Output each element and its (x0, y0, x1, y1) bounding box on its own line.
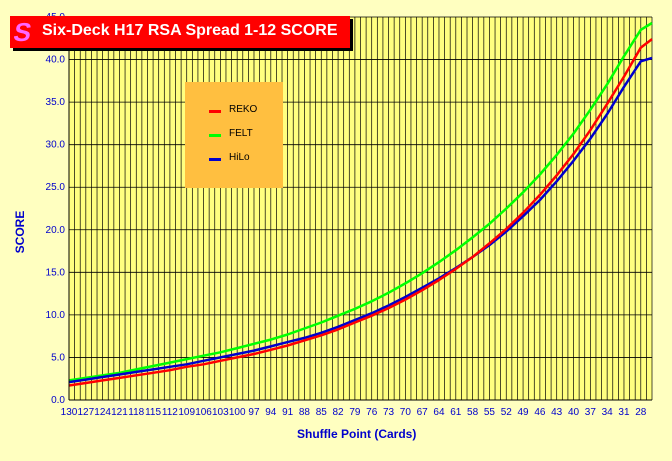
x-tick-label: 118 (128, 407, 144, 418)
x-tick-label: 73 (383, 407, 395, 418)
x-tick-label: 124 (94, 407, 111, 418)
x-tick-label: 61 (450, 407, 462, 418)
x-tick-label: 130 (61, 407, 78, 418)
y-tick-label: 15.0 (46, 267, 66, 278)
y-axis-title: SCORE (13, 210, 27, 254)
x-tick-label: 88 (299, 407, 311, 418)
y-tick-label: 35.0 (46, 97, 66, 108)
series-line-reko (68, 38, 653, 387)
logo-icon: S (11, 17, 34, 47)
x-tick-label: 106 (195, 407, 212, 418)
legend-swatch-felt (209, 134, 221, 137)
x-tick-label: 28 (635, 407, 647, 418)
x-axis-title: Shuffle Point (Cards) (297, 427, 417, 441)
x-tick-label: 121 (111, 407, 128, 418)
x-tick-label: 52 (501, 407, 513, 418)
x-tick-label: 58 (467, 407, 479, 418)
y-tick-label: 5.0 (51, 352, 65, 363)
x-tick-label: 103 (212, 407, 229, 418)
x-tick-label: 55 (484, 407, 496, 418)
x-tick-label: 40 (568, 407, 580, 418)
y-tick-label: 20.0 (46, 225, 66, 236)
x-tick-label: 115 (145, 407, 161, 418)
series-line-hilo (68, 56, 653, 384)
x-tick-label: 100 (229, 407, 246, 418)
x-tick-label: 85 (316, 407, 328, 418)
y-tick-label: 40.0 (46, 55, 66, 66)
x-tick-label: 82 (333, 407, 345, 418)
legend-swatch-reko (209, 110, 221, 113)
x-tick-label: 31 (618, 407, 630, 418)
y-tick-label: 30.0 (46, 140, 66, 151)
x-tick-label: 91 (282, 407, 294, 418)
x-tick-label: 94 (265, 407, 277, 418)
legend-label-hilo: HiLo (229, 152, 250, 163)
y-tick-label: 0.0 (51, 395, 65, 406)
legend: REKO FELT HiLo (185, 82, 283, 188)
x-tick-label: 46 (534, 407, 546, 418)
series-line-felt (68, 21, 653, 382)
y-tick-label: 25.0 (46, 182, 66, 193)
x-tick-label: 37 (585, 407, 597, 418)
x-tick-label: 112 (162, 407, 178, 418)
x-tick-label: 34 (602, 407, 614, 418)
x-tick-label: 64 (433, 407, 445, 418)
x-tick-label: 97 (248, 407, 260, 418)
y-tick-label: 10.0 (46, 310, 66, 321)
x-tick-label: 43 (551, 407, 563, 418)
x-tick-label: 67 (417, 407, 429, 418)
x-tick-label: 49 (518, 407, 530, 418)
x-tick-label: 127 (77, 407, 94, 418)
legend-swatch-hilo (209, 158, 221, 161)
chart-title: Six-Deck H17 RSA Spread 1-12 SCORE (42, 22, 338, 39)
x-tick-label: 79 (349, 407, 361, 418)
legend-label-felt: FELT (229, 128, 253, 139)
x-tick-label: 76 (366, 407, 378, 418)
x-tick-label: 109 (178, 407, 195, 418)
legend-label-reko: REKO (229, 104, 258, 115)
chart-title-box: S Six-Deck H17 RSA Spread 1-12 SCORE (10, 16, 350, 48)
x-tick-label: 70 (400, 407, 412, 418)
